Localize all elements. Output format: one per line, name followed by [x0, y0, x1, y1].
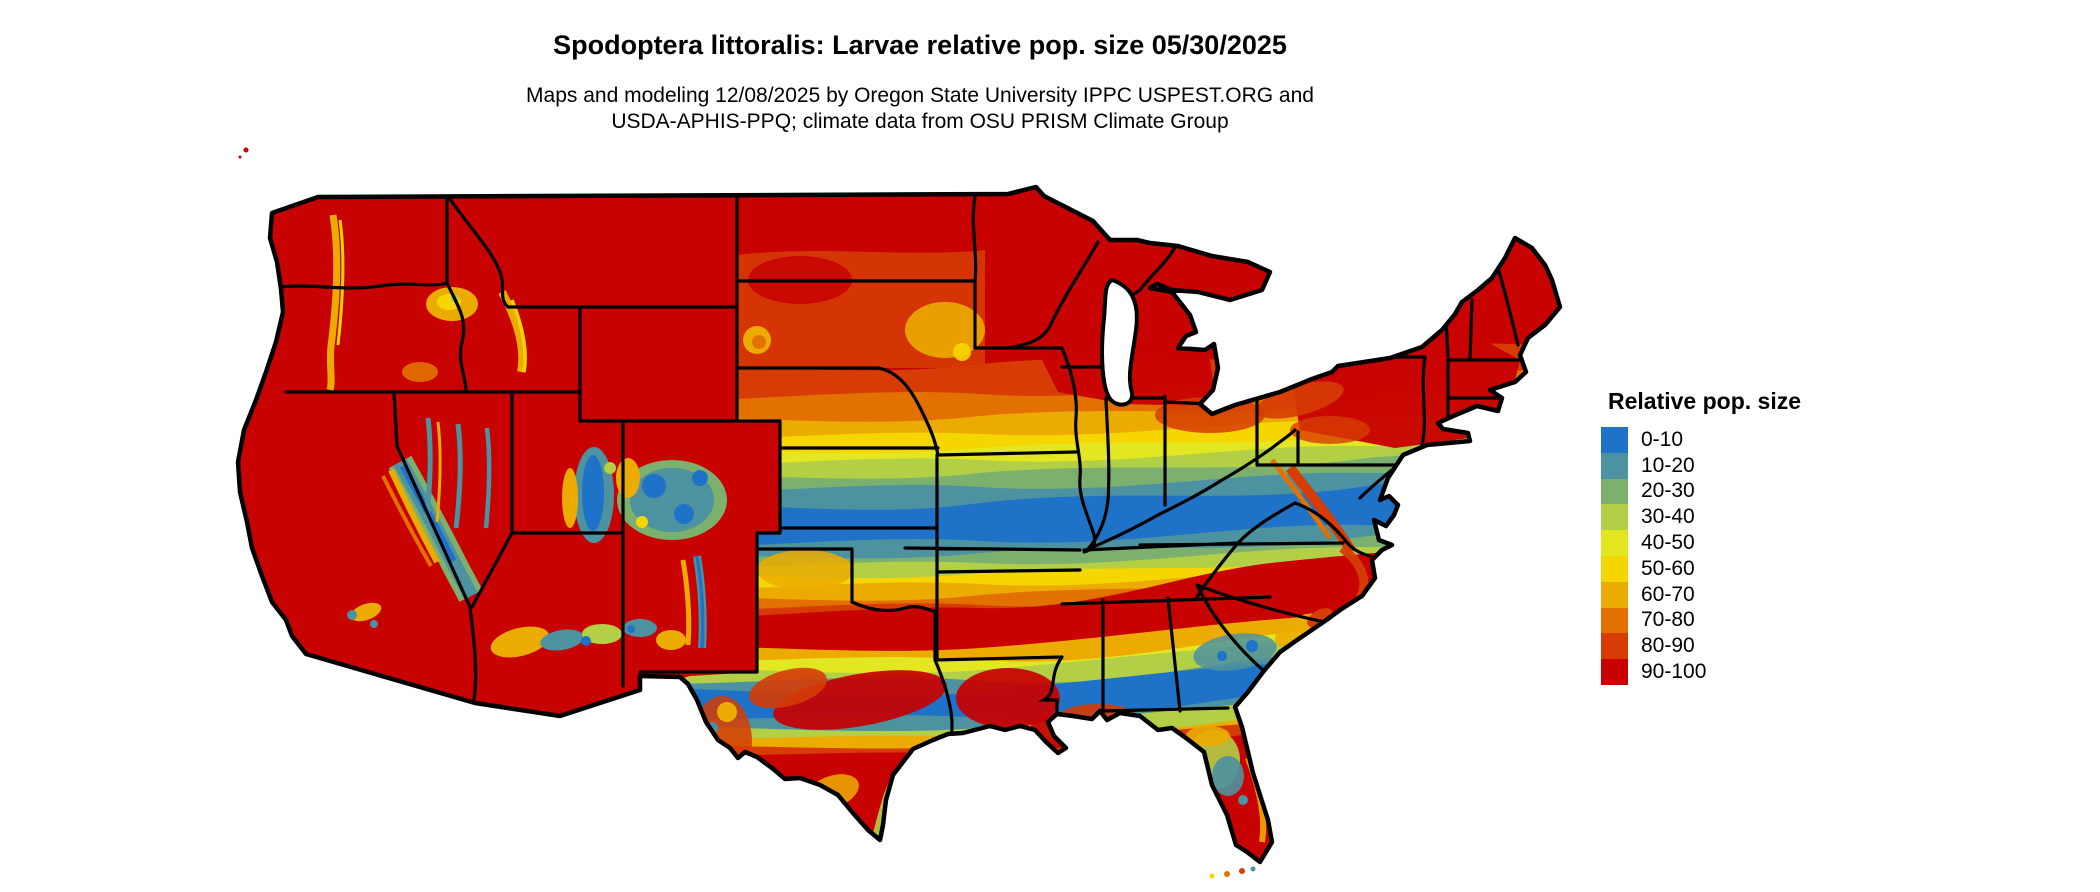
band — [520, 715, 1560, 862]
louisiana-patch — [956, 668, 1060, 728]
rockies-patch — [692, 470, 708, 486]
patch — [898, 778, 906, 786]
sierra-flank — [388, 468, 440, 564]
band — [520, 695, 1560, 862]
wasatch-patch — [582, 455, 604, 531]
legend-items: 0-10 10-20 20-30 30-40 40-50 50-60 60-70 70-80 8… — [1601, 427, 1801, 685]
patch — [562, 468, 578, 528]
legend-swatch — [1601, 555, 1628, 582]
west-red-block — [238, 187, 780, 716]
idaho-streak — [498, 290, 527, 373]
nevada-stripe — [483, 427, 492, 529]
map-raster-fill — [238, 187, 1560, 862]
texas-red-band — [749, 667, 827, 709]
florida-keys-speck — [1250, 866, 1256, 872]
legend-item-label: 80-90 — [1641, 634, 1695, 658]
legend-item-label: 30-40 — [1641, 505, 1695, 529]
panhandle-patch — [757, 550, 853, 590]
legend-swatch — [1601, 452, 1628, 479]
legend-item: 50-60 — [1601, 555, 1801, 582]
nm-mtns-streak — [695, 555, 705, 649]
legend-item-label: 40-50 — [1641, 531, 1695, 555]
mogollon-patch — [582, 624, 622, 644]
florida-patch — [1186, 726, 1230, 746]
band — [520, 723, 1560, 862]
legend-swatch — [1601, 633, 1628, 660]
legend-swatch — [1601, 504, 1628, 531]
legend-item-label: 90-100 — [1641, 660, 1707, 684]
patch — [905, 302, 985, 358]
patch — [581, 636, 591, 646]
cascades-streak — [336, 219, 345, 346]
patch — [953, 343, 971, 361]
patch — [926, 744, 934, 752]
patch — [1290, 416, 1370, 444]
cascades-streak — [326, 214, 341, 392]
band — [520, 707, 1560, 862]
patch — [696, 749, 704, 757]
florida-patch — [1212, 756, 1244, 796]
legend: Relative pop. size 0-10 10-20 20-30 30-40 40… — [1601, 388, 1801, 685]
legend-item: 0-10 — [1601, 427, 1801, 453]
legend-item: 20-30 — [1601, 478, 1801, 505]
us-outline — [235, 184, 1563, 865]
legend-item-label: 50-60 — [1641, 556, 1695, 580]
rockies-patch — [642, 474, 666, 498]
patch — [1217, 651, 1227, 661]
legend-swatch — [1601, 530, 1628, 556]
patch — [636, 516, 648, 528]
patch — [347, 610, 357, 620]
legend-item-label: 70-80 — [1641, 608, 1695, 632]
map-subtitle-line1: Maps and modeling 12/08/2025 by Oregon S… — [526, 84, 1314, 107]
legend-swatch — [1601, 659, 1628, 685]
page-title: Spodoptera littoralis: Larvae relative p… — [553, 30, 1287, 60]
patch — [656, 630, 686, 650]
nevada-stripe — [453, 423, 463, 529]
florida-keys-speck — [1224, 871, 1230, 877]
appalachian-streak — [1270, 458, 1333, 540]
legend-swatch — [1601, 581, 1628, 608]
patch — [370, 620, 378, 628]
patch — [627, 625, 635, 633]
legend-item-label: 20-30 — [1641, 479, 1695, 503]
legend-item: 70-80 — [1601, 607, 1801, 634]
lake-michigan — [1100, 277, 1139, 407]
legend-item-label: 60-70 — [1641, 582, 1695, 606]
patch — [752, 335, 766, 349]
erie-shore-patch — [1256, 381, 1344, 419]
mogollon-patch — [490, 626, 550, 658]
legend-item: 10-20 — [1601, 452, 1801, 479]
patch — [717, 702, 737, 722]
patch — [616, 458, 640, 498]
state-borders — [270, 194, 1522, 742]
legend-swatch — [1601, 607, 1628, 634]
map-subtitle-line2: USDA-APHIS-PPQ; climate data from OSU PR… — [611, 110, 1229, 133]
legend-item: 40-50 — [1601, 530, 1801, 556]
sierra-flank — [381, 475, 433, 567]
legend-item: 30-40 — [1601, 504, 1801, 531]
patch — [1246, 640, 1258, 652]
rockies-patch — [674, 504, 694, 524]
legend-title: Relative pop. size — [1608, 388, 1802, 414]
socal-patch — [350, 602, 382, 622]
patch — [1238, 795, 1248, 805]
florida-keys-speck — [1239, 868, 1245, 874]
nevada-stripe — [435, 421, 442, 523]
florida-keys-speck — [1209, 873, 1215, 879]
san-juan-islands-speck — [238, 155, 242, 159]
legend-item-label: 0-10 — [1641, 427, 1684, 451]
patch — [604, 462, 616, 474]
patch — [402, 362, 438, 382]
legend-item-label: 10-20 — [1641, 453, 1695, 477]
legend-item: 60-70 — [1601, 581, 1801, 608]
san-juan-islands-speck — [243, 147, 249, 153]
legend-item: 80-90 — [1601, 633, 1801, 660]
legend-swatch — [1601, 478, 1628, 505]
nm-mtns-streak — [680, 559, 692, 646]
mogollon-patch — [540, 629, 584, 651]
legend-item: 90-100 — [1601, 659, 1801, 685]
legend-swatch — [1601, 427, 1628, 453]
